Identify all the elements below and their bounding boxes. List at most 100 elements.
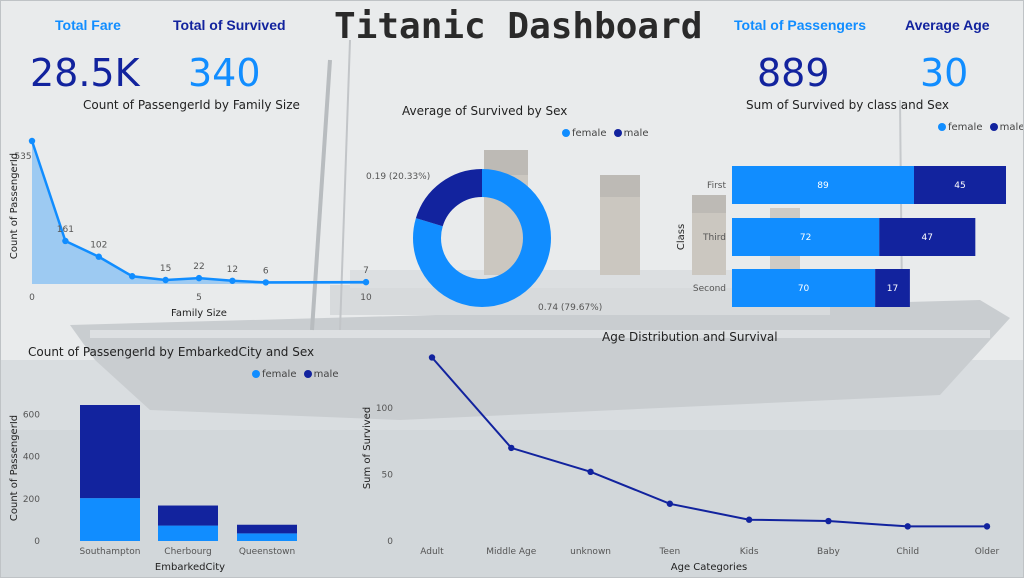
embarked-bar-male xyxy=(158,505,218,526)
embarked-x-axis-label: EmbarkedCity xyxy=(155,562,225,573)
age-category-label: Kids xyxy=(740,547,759,557)
embarked-y-tick: 200 xyxy=(23,495,40,505)
family-data-label: 15 xyxy=(160,264,171,274)
class-y-axis-label: Class xyxy=(676,224,687,250)
age-point xyxy=(983,523,991,530)
kpi-total-passengers-value: 889 xyxy=(757,51,830,95)
class-bar-value-label: 89 xyxy=(817,181,829,191)
class-bar-value-label: 72 xyxy=(800,233,811,243)
age-y-tick: 50 xyxy=(382,471,394,481)
family-point xyxy=(362,278,370,286)
legend-male-marker xyxy=(613,129,622,137)
class-sex-legend: female male xyxy=(938,122,1024,133)
age-point xyxy=(666,500,674,507)
class-category-label: First xyxy=(707,181,726,191)
age-category-label: unknown xyxy=(570,547,611,557)
age-y-axis-label: Sum of Survived xyxy=(362,407,373,489)
legend-female-label: female xyxy=(948,122,983,133)
age-category-label: Child xyxy=(896,547,919,557)
age-point xyxy=(428,354,436,361)
age-point xyxy=(904,523,911,530)
class-category-label: Second xyxy=(693,284,726,294)
class-bar-value-label: 47 xyxy=(922,233,933,243)
sex-donut-title: Average of Survived by Sex xyxy=(402,104,568,118)
donut-data-label-female: 0.74 (79.67%) xyxy=(538,303,602,313)
kpi-total-fare-value: 28.5K xyxy=(30,51,140,95)
donut-data-label-male: 0.19 (20.33%) xyxy=(366,172,430,182)
legend-male-label: male xyxy=(313,369,339,380)
age-y-tick: 0 xyxy=(387,537,393,547)
embarked-bar-male xyxy=(80,405,140,499)
family-x-tick: 10 xyxy=(360,293,372,303)
class-bar-female xyxy=(732,218,880,256)
class-bar-male xyxy=(875,269,910,307)
class-bar-male xyxy=(913,166,1006,204)
kpi-total-survived-value: 340 xyxy=(188,51,261,95)
age-category-label: Teen xyxy=(658,547,680,557)
age-point xyxy=(587,468,594,476)
family-point xyxy=(229,277,236,284)
family-point xyxy=(28,137,36,145)
embarked-bar-female xyxy=(158,525,218,541)
family-data-label: 7 xyxy=(363,266,369,276)
age-category-label: Baby xyxy=(817,547,840,557)
class-bar-value-label: 70 xyxy=(798,284,810,294)
age-line xyxy=(431,356,987,528)
family-point xyxy=(262,279,269,286)
legend-male-marker xyxy=(303,370,312,378)
class-bar-female xyxy=(732,166,914,204)
age-point xyxy=(745,516,753,523)
age-category-label: Middle Age xyxy=(486,547,536,557)
legend-female-marker xyxy=(252,370,260,378)
legend-male-marker xyxy=(989,123,998,131)
embarked-category-label: Queenstown xyxy=(239,547,295,557)
embarked-y-tick: 0 xyxy=(34,537,40,547)
age-point xyxy=(508,444,515,452)
kpi-average-age-label: Average Age xyxy=(905,17,990,33)
embarked-category-label: Cherbourg xyxy=(164,547,211,557)
age-category-label: Adult xyxy=(420,547,444,557)
kpi-total-fare-label: Total Fare xyxy=(55,17,121,33)
family-x-tick: 5 xyxy=(196,293,202,303)
legend-male-label: male xyxy=(623,128,649,139)
family-data-label: 6 xyxy=(263,266,269,276)
family-point xyxy=(162,276,169,284)
class-bar-female xyxy=(732,269,876,307)
class-category-label: Third xyxy=(702,233,726,243)
class-bar-value-label: 17 xyxy=(887,284,898,294)
family-data-label: 22 xyxy=(193,262,204,272)
family-area-fill xyxy=(32,141,366,284)
family-point xyxy=(195,274,203,282)
embarked-y-tick: 600 xyxy=(23,410,40,420)
sex-donut-legend: female male xyxy=(562,128,648,139)
age-chart-title: Age Distribution and Survival xyxy=(602,330,778,344)
age-category-label: Older xyxy=(975,547,1000,557)
legend-female-marker xyxy=(562,129,570,137)
family-point xyxy=(62,237,69,245)
family-point xyxy=(95,253,103,260)
class-sex-chart-title: Sum of Survived by class and Sex xyxy=(746,98,950,112)
donut-slice-male xyxy=(413,169,551,307)
age-y-tick: 100 xyxy=(376,404,393,414)
embarked-y-tick: 400 xyxy=(23,453,40,463)
class-bar-male xyxy=(879,218,976,256)
legend-female-label: female xyxy=(572,128,607,139)
embarked-legend: female male xyxy=(252,369,338,380)
kpi-total-survived-label: Total of Survived xyxy=(173,17,286,33)
dashboard-title: Titanic Dashboard xyxy=(334,6,703,47)
legend-female-label: female xyxy=(262,369,297,380)
legend-female-marker xyxy=(938,123,946,131)
embarked-bar-female xyxy=(80,498,140,541)
family-x-axis-label: Family Size xyxy=(171,308,227,319)
embarked-bar-male xyxy=(237,524,297,534)
embarked-chart-title: Count of PassengerId by EmbarkedCity and… xyxy=(28,345,315,359)
embarked-y-axis-label: Count of PassengerId xyxy=(9,415,20,521)
embarked-category-label: Southampton xyxy=(80,547,141,557)
age-point xyxy=(825,517,832,525)
family-data-label: 102 xyxy=(90,241,107,251)
legend-male-label: male xyxy=(999,122,1024,133)
